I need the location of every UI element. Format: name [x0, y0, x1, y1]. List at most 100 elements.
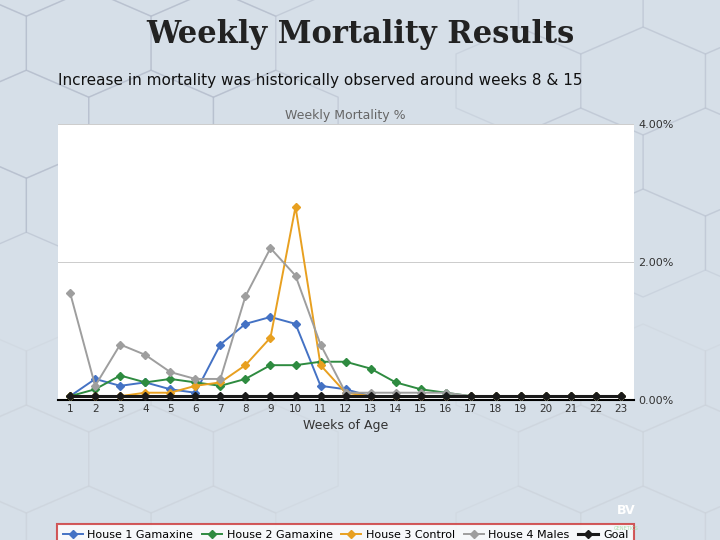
House 2 Gamaxine: [516, 393, 525, 400]
Goal: [617, 393, 626, 400]
House 2 Gamaxine: [141, 379, 150, 386]
Goal: [492, 393, 500, 400]
House 1 Gamaxine: [66, 393, 74, 400]
Goal: [592, 393, 600, 400]
House 3 Control: [291, 204, 300, 210]
House 4 Males: [316, 341, 325, 348]
House 4 Males: [216, 376, 225, 382]
House 1 Gamaxine: [392, 393, 400, 400]
House 4 Males: [66, 289, 74, 296]
House 4 Males: [366, 389, 375, 396]
X-axis label: Weeks of Age: Weeks of Age: [303, 418, 388, 431]
House 1 Gamaxine: [291, 321, 300, 327]
House 4 Males: [91, 382, 99, 389]
Text: GENETICS: GENETICS: [614, 525, 639, 531]
House 1 Gamaxine: [241, 321, 250, 327]
House 1 Gamaxine: [191, 389, 199, 396]
House 3 Control: [617, 393, 626, 400]
Goal: [266, 393, 275, 400]
Goal: [541, 393, 550, 400]
House 4 Males: [141, 352, 150, 358]
House 4 Males: [492, 393, 500, 400]
House 2 Gamaxine: [91, 386, 99, 393]
House 2 Gamaxine: [166, 376, 175, 382]
House 4 Males: [191, 376, 199, 382]
House 1 Gamaxine: [91, 376, 99, 382]
House 1 Gamaxine: [116, 382, 125, 389]
House 2 Gamaxine: [441, 389, 450, 396]
Goal: [516, 393, 525, 400]
House 1 Gamaxine: [341, 386, 350, 393]
House 3 Control: [166, 389, 175, 396]
House 1 Gamaxine: [166, 386, 175, 393]
Text: BV: BV: [617, 504, 636, 517]
House 2 Gamaxine: [617, 393, 626, 400]
Goal: [91, 393, 99, 400]
House 3 Control: [141, 389, 150, 396]
House 4 Males: [592, 393, 600, 400]
House 3 Control: [592, 393, 600, 400]
House 2 Gamaxine: [291, 362, 300, 368]
Line: House 3 Control: House 3 Control: [68, 204, 624, 399]
House 4 Males: [392, 389, 400, 396]
Goal: [141, 393, 150, 400]
Goal: [166, 393, 175, 400]
Goal: [467, 393, 475, 400]
House 3 Control: [266, 334, 275, 341]
Goal: [441, 393, 450, 400]
House 1 Gamaxine: [416, 393, 425, 400]
House 2 Gamaxine: [241, 376, 250, 382]
House 1 Gamaxine: [467, 393, 475, 400]
House 3 Control: [116, 393, 125, 400]
House 2 Gamaxine: [191, 379, 199, 386]
House 3 Control: [541, 393, 550, 400]
House 3 Control: [467, 393, 475, 400]
Line: House 4 Males: House 4 Males: [68, 245, 624, 399]
House 3 Control: [216, 379, 225, 386]
House 1 Gamaxine: [266, 314, 275, 320]
House 4 Males: [166, 369, 175, 375]
House 3 Control: [516, 393, 525, 400]
House 2 Gamaxine: [467, 393, 475, 400]
House 3 Control: [492, 393, 500, 400]
House 2 Gamaxine: [567, 393, 575, 400]
House 1 Gamaxine: [141, 379, 150, 386]
House 3 Control: [392, 393, 400, 400]
House 1 Gamaxine: [592, 393, 600, 400]
Line: House 1 Gamaxine: House 1 Gamaxine: [68, 314, 624, 399]
House 3 Control: [416, 393, 425, 400]
Legend: House 1 Gamaxine, House 2 Gamaxine, House 3 Control, House 4 Males, Goal: House 1 Gamaxine, House 2 Gamaxine, Hous…: [58, 524, 634, 540]
Goal: [341, 393, 350, 400]
House 4 Males: [516, 393, 525, 400]
Goal: [66, 393, 74, 400]
House 1 Gamaxine: [366, 393, 375, 400]
House 1 Gamaxine: [541, 393, 550, 400]
Goal: [191, 393, 199, 400]
House 2 Gamaxine: [592, 393, 600, 400]
House 1 Gamaxine: [441, 393, 450, 400]
House 3 Control: [191, 382, 199, 389]
House 2 Gamaxine: [66, 393, 74, 400]
House 1 Gamaxine: [216, 341, 225, 348]
House 4 Males: [467, 393, 475, 400]
House 1 Gamaxine: [567, 393, 575, 400]
House 4 Males: [291, 272, 300, 279]
House 2 Gamaxine: [541, 393, 550, 400]
House 3 Control: [366, 393, 375, 400]
Title: Weekly Mortality %: Weekly Mortality %: [285, 109, 406, 122]
House 1 Gamaxine: [516, 393, 525, 400]
Goal: [366, 393, 375, 400]
House 2 Gamaxine: [492, 393, 500, 400]
House 4 Males: [241, 293, 250, 300]
House 3 Control: [241, 362, 250, 368]
Goal: [241, 393, 250, 400]
House 4 Males: [416, 389, 425, 396]
House 4 Males: [341, 389, 350, 396]
House 4 Males: [617, 393, 626, 400]
Goal: [567, 393, 575, 400]
Goal: [316, 393, 325, 400]
House 4 Males: [266, 245, 275, 252]
House 4 Males: [116, 341, 125, 348]
House 3 Control: [567, 393, 575, 400]
Goal: [291, 393, 300, 400]
